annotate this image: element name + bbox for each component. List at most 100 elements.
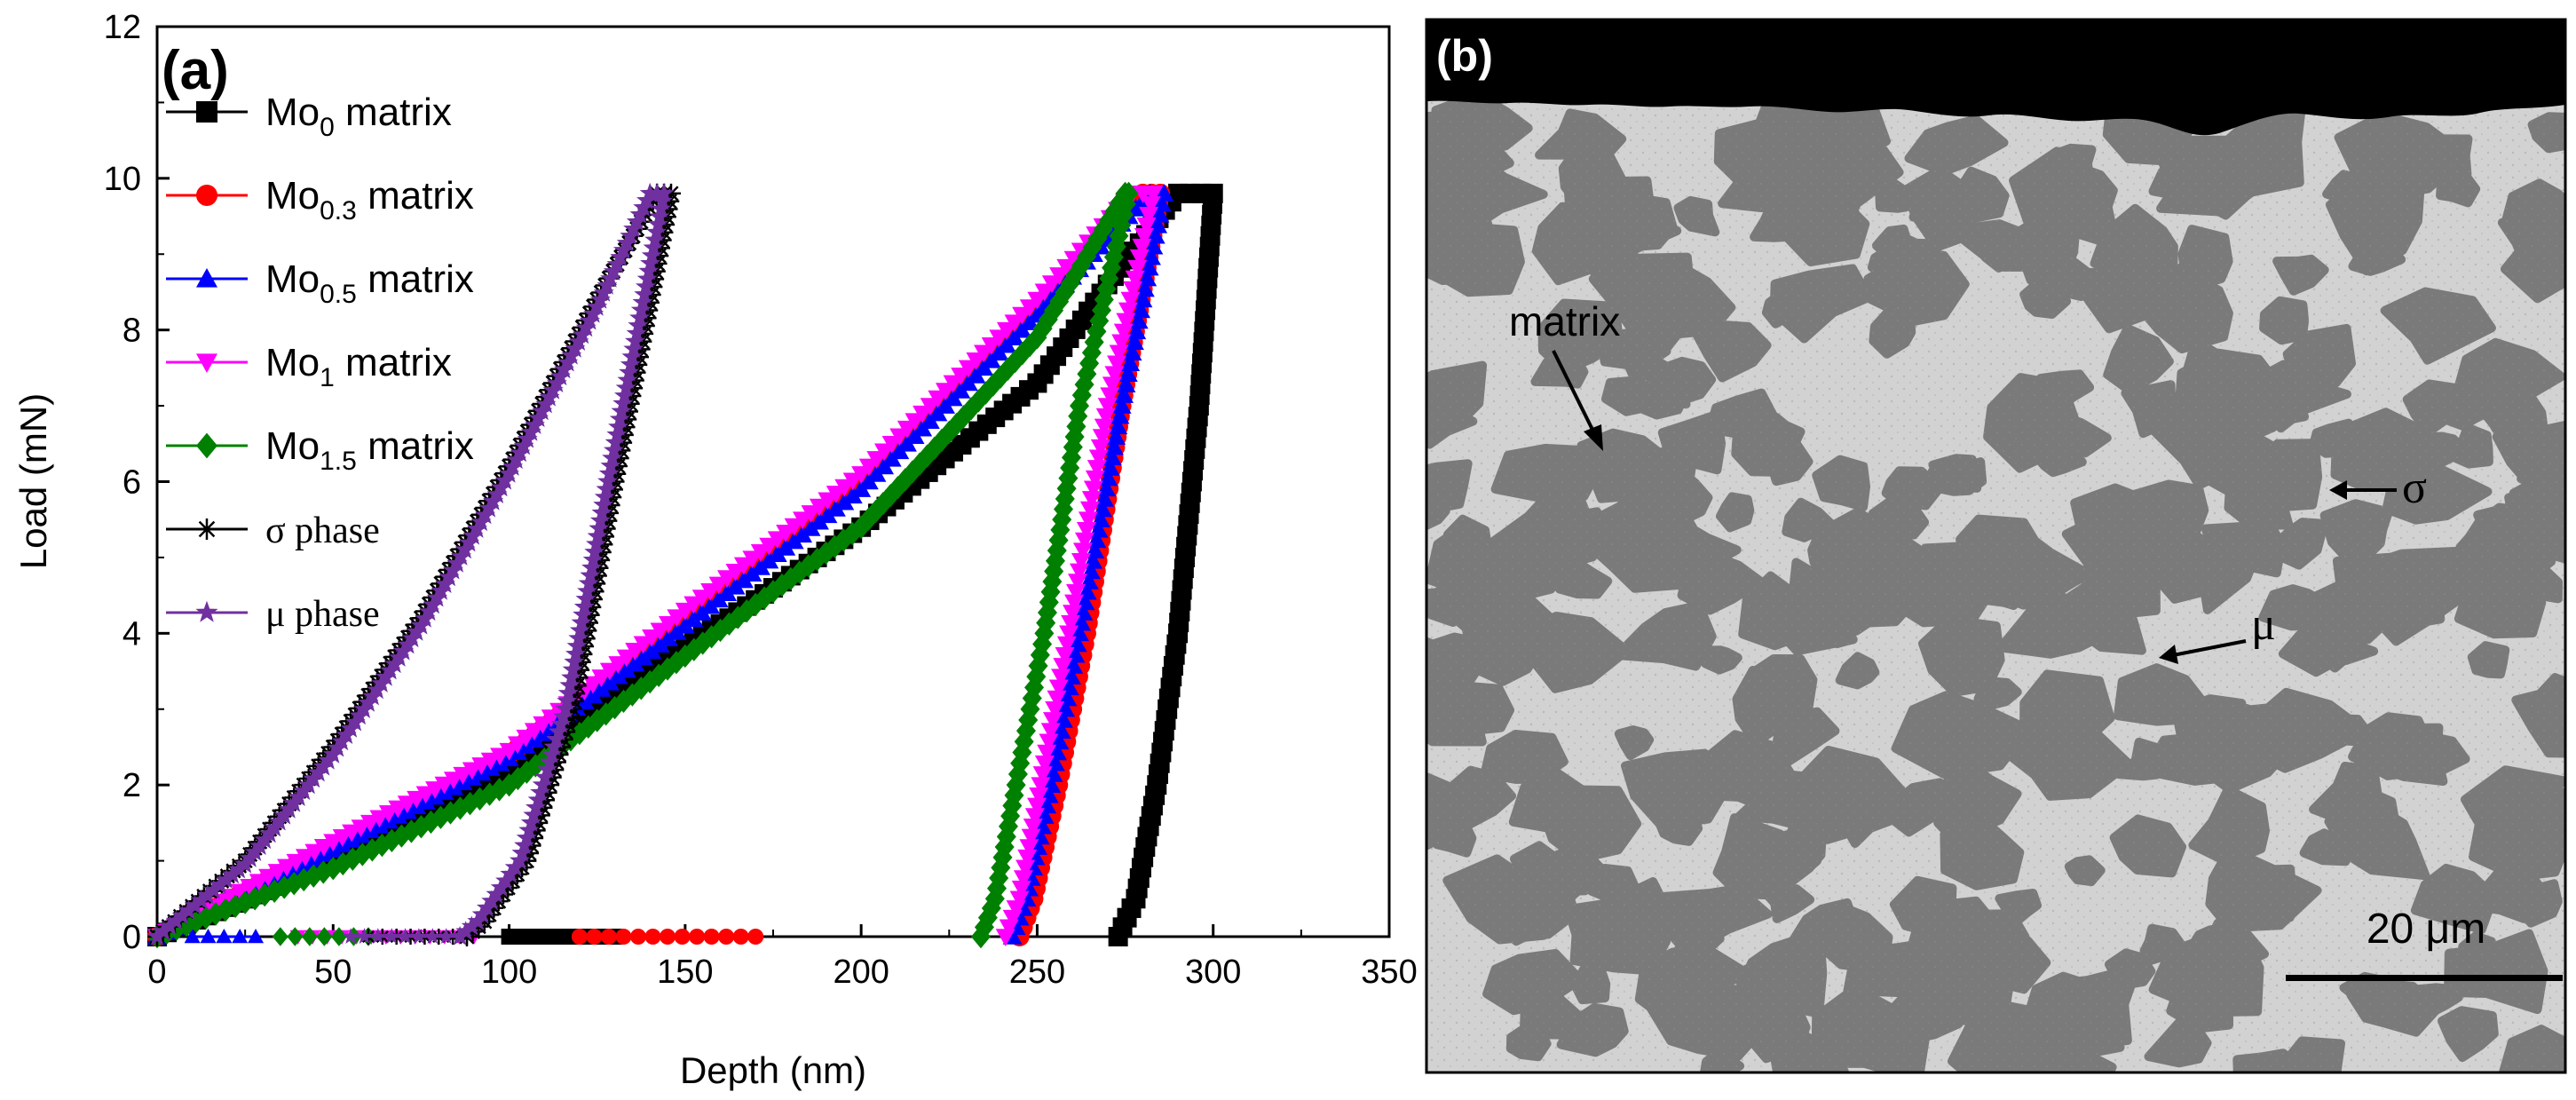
data-point [232, 929, 249, 944]
data-point [1092, 429, 1112, 447]
data-point [974, 915, 994, 939]
data-point [484, 898, 504, 918]
legend-item: σ phase [166, 510, 380, 551]
scale-bar-line [2286, 975, 2563, 981]
data-point [481, 890, 502, 910]
data-point [1019, 839, 1039, 858]
data-point [615, 929, 632, 945]
legend-label: μ phase [265, 594, 380, 635]
micrograph-border [1425, 18, 2567, 1074]
data-point [608, 416, 629, 436]
data-point [1113, 385, 1134, 403]
load-depth-chart: 0 50 100 150 200 250 300 350 0 2 4 6 8 10 12 Mo0 matr… [12, 9, 1418, 1091]
data-point [568, 628, 589, 647]
legend-item: Mo0.5 matrix [166, 257, 474, 309]
data-point [569, 620, 590, 640]
data-point [763, 580, 783, 604]
data-point [1111, 334, 1132, 352]
data-point [489, 778, 510, 802]
data-point [1109, 344, 1129, 363]
data-point [619, 361, 640, 382]
x-tick-label: 300 [1185, 954, 1241, 991]
data-point [1002, 909, 1023, 928]
data-point [575, 588, 597, 608]
data-point [578, 715, 598, 740]
data-point [689, 929, 706, 945]
data-point [625, 330, 645, 351]
data-point [629, 929, 646, 945]
data-point [438, 928, 455, 944]
data-point [546, 929, 563, 945]
data-point [502, 871, 523, 891]
y-tick-label: 4 [122, 615, 141, 653]
data-point [1094, 418, 1114, 437]
data-point [573, 604, 594, 624]
data-point [1044, 559, 1064, 583]
legend-label: Mo0 matrix [265, 91, 452, 142]
data-point [1126, 321, 1147, 340]
data-point [632, 291, 653, 312]
data-point [609, 408, 630, 429]
data-point [216, 869, 237, 889]
data-point [641, 245, 662, 265]
data-point [1085, 470, 1105, 488]
data-point [1088, 449, 1109, 468]
y-tick-label: 10 [104, 161, 141, 198]
data-point [597, 471, 619, 491]
data-point [171, 905, 193, 925]
data-point [589, 518, 610, 538]
data-point [653, 182, 675, 202]
data-point [1116, 375, 1136, 392]
data-point [888, 476, 908, 500]
arrow-mu [2172, 639, 2247, 657]
data-point [493, 884, 513, 905]
data-point [1052, 508, 1072, 532]
legend-label: σ phase [265, 510, 380, 551]
data-point [1131, 300, 1151, 319]
data-point [1039, 733, 1059, 752]
data-point [634, 283, 655, 304]
data-point [510, 850, 530, 870]
data-point [594, 487, 615, 506]
data-point [1108, 927, 1128, 946]
data-point [203, 879, 225, 899]
data-point [565, 643, 586, 663]
data-point [287, 927, 304, 946]
data-point [1079, 501, 1100, 519]
y-axis-label: Load (mN) [12, 393, 54, 569]
data-point [600, 929, 617, 945]
data-point [604, 695, 625, 720]
data-point [1032, 632, 1053, 656]
data-point [1011, 880, 1031, 898]
data-point [747, 929, 764, 945]
data-point [1070, 563, 1090, 582]
data-point [1096, 479, 1117, 497]
data-point [1136, 217, 1157, 235]
data-point [994, 835, 1015, 859]
data-point [577, 581, 598, 600]
data-point [520, 811, 541, 832]
data-point [352, 843, 373, 867]
data-point [1125, 270, 1145, 289]
data-point [638, 260, 660, 281]
data-point [1029, 787, 1049, 805]
sem-micrograph [1426, 20, 2565, 1072]
data-point [423, 928, 441, 944]
data-point [507, 864, 527, 884]
data-point [209, 874, 231, 894]
data-point [184, 929, 201, 944]
data-point [589, 510, 611, 530]
x-tick-label: 100 [481, 954, 537, 991]
data-point [488, 891, 509, 912]
data-point [1128, 311, 1149, 329]
speckle-overlay [1426, 20, 2565, 1072]
y-tick-label: 0 [122, 919, 141, 956]
data-point [660, 929, 676, 945]
data-point [546, 728, 567, 748]
data-point [873, 491, 893, 516]
data-point [586, 534, 606, 553]
data-point [1102, 376, 1122, 395]
label-matrix: matrix [1509, 298, 1620, 344]
data-point [342, 928, 360, 944]
data-point [1068, 574, 1088, 592]
